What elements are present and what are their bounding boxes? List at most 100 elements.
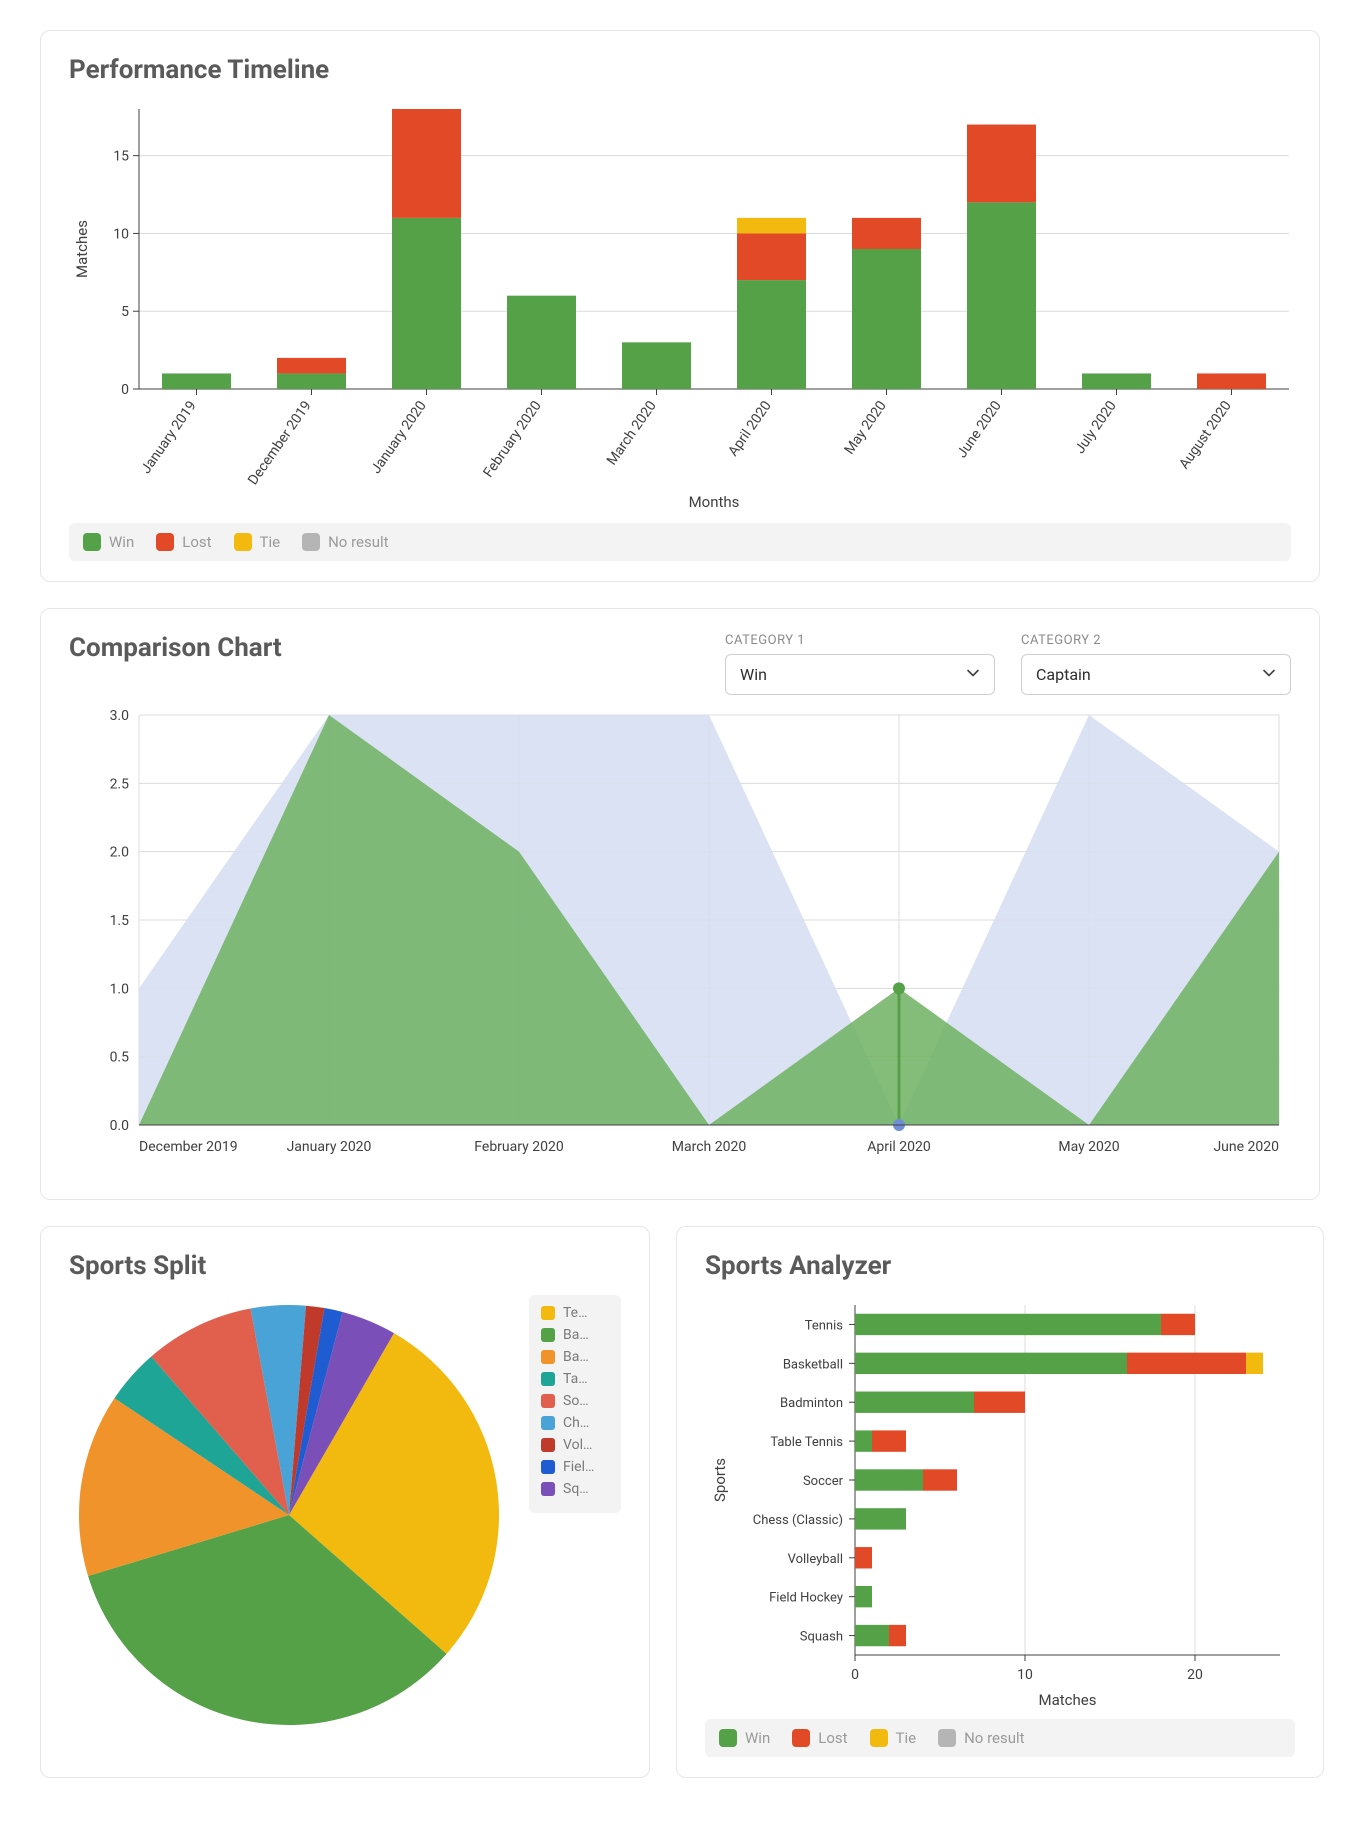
legend-item-tie[interactable]: Tie — [870, 1729, 917, 1747]
comparison-title: Comparison Chart — [69, 633, 282, 663]
pie-legend-item[interactable]: Sq… — [541, 1481, 609, 1497]
pie-legend-item[interactable]: Te… — [541, 1305, 609, 1321]
legend-swatch — [541, 1460, 555, 1474]
svg-text:February 2020: February 2020 — [474, 1139, 564, 1155]
legend-swatch — [792, 1729, 810, 1747]
legend-label: Ba… — [563, 1349, 589, 1365]
chevron-down-icon — [1262, 665, 1276, 684]
svg-text:February 2020: February 2020 — [480, 398, 544, 481]
svg-text:December 2019: December 2019 — [245, 398, 315, 488]
legend-swatch — [541, 1350, 555, 1364]
category2-field: CATEGORY 2 Captain — [1021, 633, 1291, 695]
legend-swatch — [541, 1416, 555, 1430]
svg-text:January 2020: January 2020 — [368, 398, 430, 477]
legend-swatch — [302, 533, 320, 551]
pie-legend-item[interactable]: Ta… — [541, 1371, 609, 1387]
sports-analyzer-legend: Win Lost Tie No result — [705, 1719, 1295, 1757]
svg-text:Matches: Matches — [1039, 1691, 1097, 1709]
svg-text:Squash: Squash — [800, 1630, 843, 1645]
svg-text:Soccer: Soccer — [803, 1474, 844, 1489]
svg-text:0.5: 0.5 — [110, 1050, 130, 1066]
svg-text:20: 20 — [1187, 1667, 1203, 1683]
legend-label: Win — [109, 533, 134, 551]
svg-text:January 2019: January 2019 — [138, 398, 200, 477]
category2-select[interactable]: Captain — [1021, 654, 1291, 695]
chevron-down-icon — [966, 665, 980, 684]
svg-text:June 2020: June 2020 — [1213, 1139, 1279, 1155]
category1-field: CATEGORY 1 Win — [725, 633, 995, 695]
legend-item-tie[interactable]: Tie — [234, 533, 281, 551]
pie-legend-item[interactable]: Vol… — [541, 1437, 609, 1453]
legend-swatch — [541, 1394, 555, 1408]
svg-text:April 2020: April 2020 — [725, 398, 775, 459]
legend-swatch — [870, 1729, 888, 1747]
legend-item-win[interactable]: Win — [719, 1729, 770, 1747]
legend-swatch — [541, 1328, 555, 1342]
sports-split-card: Sports Split Te… Ba… Ba… Ta… So… Ch… Vol… Fiel…… — [40, 1226, 650, 1778]
svg-text:May 2020: May 2020 — [842, 398, 890, 458]
svg-text:15: 15 — [113, 149, 129, 165]
legend-label: Win — [745, 1729, 770, 1747]
category1-value: Win — [740, 665, 767, 684]
pie-legend-item[interactable]: Ba… — [541, 1327, 609, 1343]
legend-item-no_result[interactable]: No result — [938, 1729, 1024, 1747]
category2-label: CATEGORY 2 — [1021, 633, 1291, 648]
legend-swatch — [938, 1729, 956, 1747]
svg-text:March 2020: March 2020 — [672, 1139, 747, 1155]
comparison-chart: 0.00.51.01.52.02.53.0December 2019Januar… — [69, 695, 1299, 1175]
svg-text:Field Hockey: Field Hockey — [769, 1591, 843, 1606]
svg-text:2.0: 2.0 — [110, 845, 130, 861]
category1-label: CATEGORY 1 — [725, 633, 995, 648]
legend-swatch — [541, 1438, 555, 1452]
svg-text:Tennis: Tennis — [805, 1318, 844, 1333]
svg-text:December 2019: December 2019 — [139, 1139, 238, 1155]
svg-text:July 2020: July 2020 — [1072, 398, 1120, 457]
sports-split-legend: Te… Ba… Ba… Ta… So… Ch… Vol… Fiel… Sq… — [529, 1295, 621, 1513]
svg-text:August 2020: August 2020 — [1176, 398, 1235, 472]
legend-swatch — [719, 1729, 737, 1747]
legend-label: So… — [563, 1393, 589, 1409]
svg-text:0.0: 0.0 — [110, 1118, 130, 1134]
pie-legend-item[interactable]: Ba… — [541, 1349, 609, 1365]
legend-label: Tie — [260, 533, 281, 551]
legend-label: Te… — [563, 1305, 587, 1321]
svg-text:Volleyball: Volleyball — [788, 1552, 843, 1567]
svg-text:Sports: Sports — [711, 1458, 729, 1502]
legend-label: Lost — [818, 1729, 847, 1747]
performance-timeline-legend: Win Lost Tie No result — [69, 523, 1291, 561]
svg-text:Months: Months — [689, 493, 740, 511]
comparison-selectors: CATEGORY 1 Win CATEGORY 2 Captain — [725, 633, 1291, 695]
sports-analyzer-chart: 0 10 20 Tennis Basketball Badminton Table Tenn… — [705, 1295, 1295, 1715]
svg-text:January 2020: January 2020 — [287, 1139, 372, 1155]
legend-label: No result — [328, 533, 388, 551]
pie-legend-item[interactable]: Fiel… — [541, 1459, 609, 1475]
svg-text:May 2020: May 2020 — [1058, 1139, 1119, 1155]
pie-legend-item[interactable]: Ch… — [541, 1415, 609, 1431]
legend-item-win[interactable]: Win — [83, 533, 134, 551]
legend-item-lost[interactable]: Lost — [792, 1729, 847, 1747]
legend-item-no_result[interactable]: No result — [302, 533, 388, 551]
legend-swatch — [541, 1306, 555, 1320]
svg-text:0: 0 — [121, 382, 129, 398]
svg-text:April 2020: April 2020 — [867, 1139, 931, 1155]
sports-analyzer-title: Sports Analyzer — [705, 1251, 1295, 1281]
pie-legend-item[interactable]: So… — [541, 1393, 609, 1409]
svg-text:2.5: 2.5 — [110, 776, 130, 792]
svg-text:10: 10 — [1017, 1667, 1033, 1683]
category1-select[interactable]: Win — [725, 654, 995, 695]
legend-label: Lost — [182, 533, 211, 551]
svg-text:Badminton: Badminton — [780, 1396, 843, 1411]
svg-text:June 2020: June 2020 — [954, 398, 1005, 461]
legend-label: No result — [964, 1729, 1024, 1747]
svg-text:10: 10 — [113, 226, 129, 242]
dashboard: Performance Timeline 051015January 2019D… — [0, 0, 1360, 1818]
legend-label: Ba… — [563, 1327, 589, 1343]
svg-text:Basketball: Basketball — [783, 1357, 843, 1372]
svg-text:Table Tennis: Table Tennis — [770, 1435, 843, 1450]
svg-text:1.0: 1.0 — [110, 981, 130, 997]
legend-swatch — [156, 533, 174, 551]
legend-item-lost[interactable]: Lost — [156, 533, 211, 551]
sports-split-title: Sports Split — [69, 1251, 621, 1281]
svg-text:0: 0 — [851, 1667, 859, 1683]
category2-value: Captain — [1036, 665, 1091, 684]
